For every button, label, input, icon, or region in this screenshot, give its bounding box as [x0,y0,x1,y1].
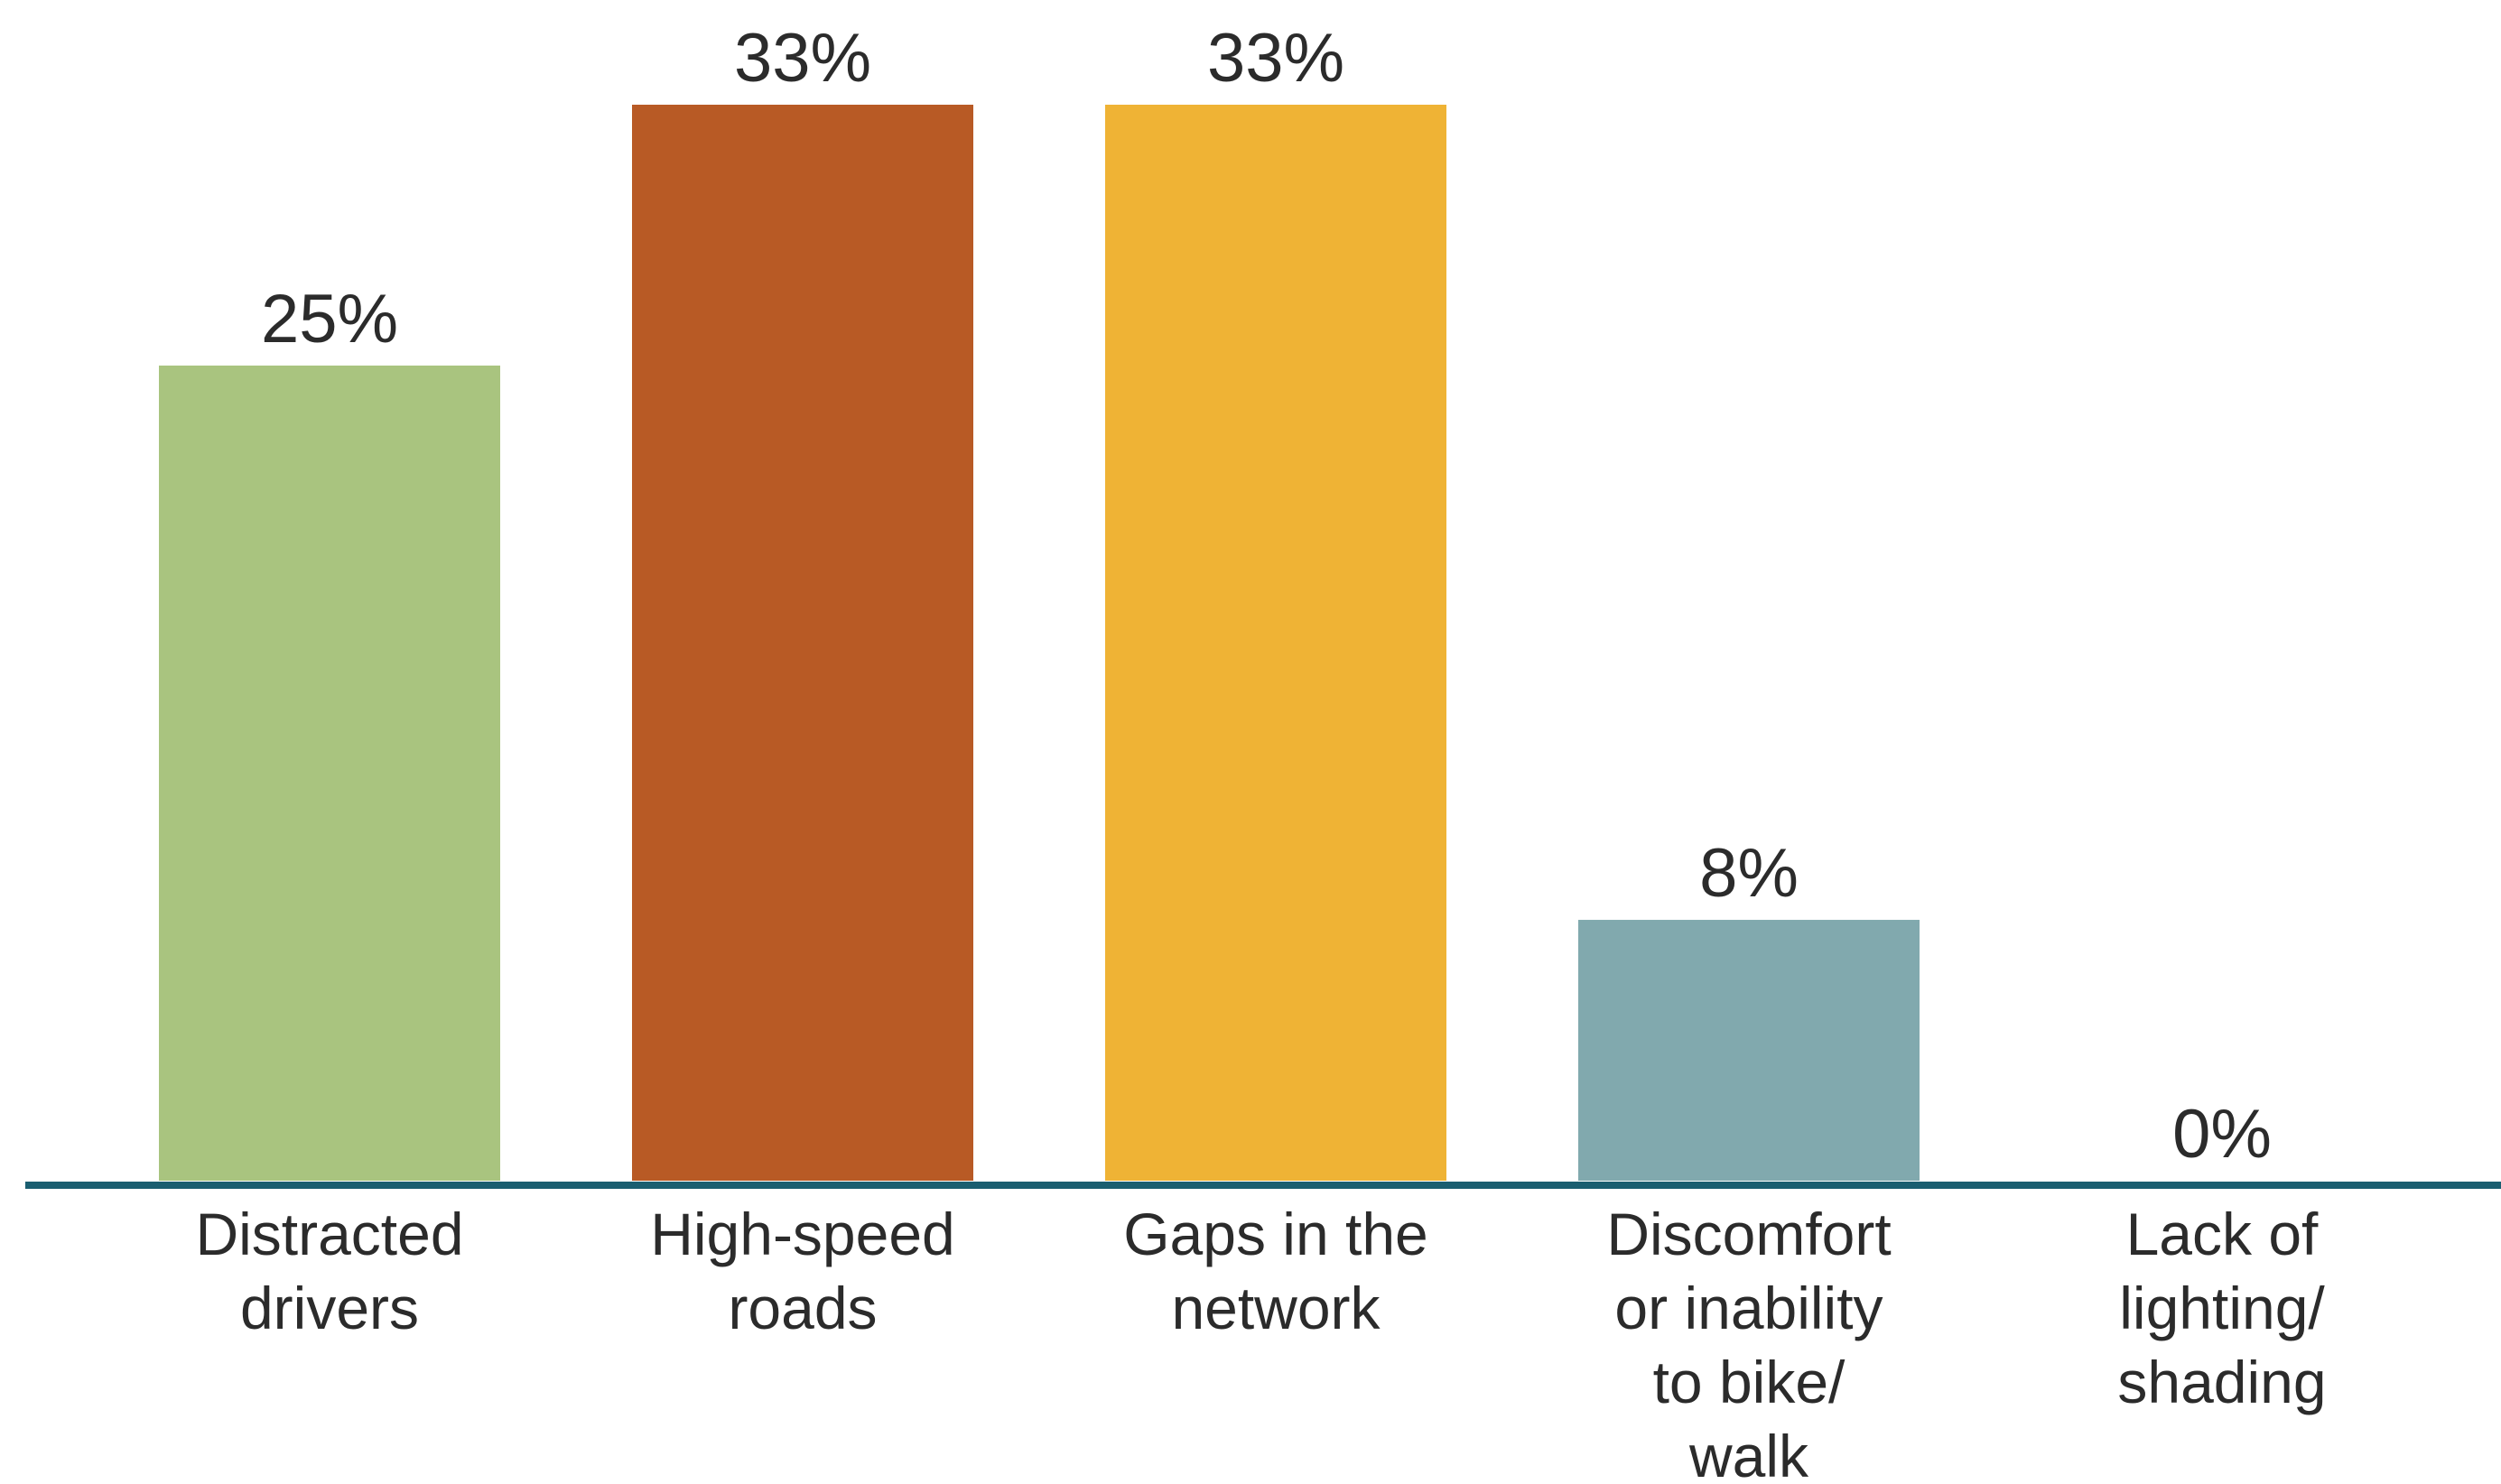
category-label-line: drivers [240,1275,419,1341]
category-label-line: Lack of [2126,1201,2319,1267]
category-label-line: roads [728,1275,877,1341]
category-label-line: Gaps in the [1123,1201,1428,1267]
bar-4 [1578,920,1920,1181]
category-label-4: Discomfort or inability to bike/walk [1606,1201,1891,1484]
category-label-line: lighting/ [2119,1275,2325,1341]
category-label-line: network [1171,1275,1381,1341]
category-label-1: Distracted drivers [195,1201,463,1341]
category-label-line: to bike/ [1653,1349,1846,1415]
category-labels-group: Distracted drivers High-speed roads Gaps in … [195,1201,2326,1484]
value-labels-group: 25% 33% 33% 8% 0% [261,20,2272,1173]
category-label-3: Gaps in the network [1123,1201,1428,1341]
category-label-line: Distracted [195,1201,463,1267]
category-label-line: or inability [1614,1275,1883,1341]
category-label-line: High-speed [650,1201,955,1267]
bar-1 [159,365,500,1181]
value-label-5: 0% [2172,1096,2272,1173]
bar-2 [632,105,973,1181]
value-label-4: 8% [1699,835,1799,912]
value-label-2: 33% [734,20,871,97]
bar-3 [1105,105,1446,1181]
category-label-2: High-speed roads [650,1201,955,1341]
category-label-line: shading [2117,1349,2326,1415]
value-label-3: 33% [1207,20,1344,97]
category-label-line: walk [1688,1423,1809,1484]
bars-group [159,105,1920,1181]
category-label-5: Lack of lighting/shading [2117,1201,2326,1415]
value-label-1: 25% [261,281,398,357]
category-label-line: Discomfort [1606,1201,1891,1267]
